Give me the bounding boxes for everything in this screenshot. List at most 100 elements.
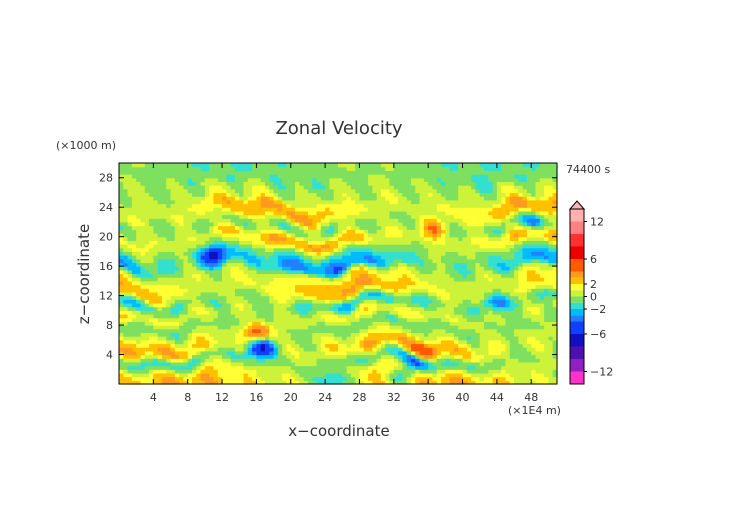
heatmap-cell: [372, 229, 378, 234]
heatmap-cell: [234, 277, 240, 282]
heatmap-cell: [350, 174, 356, 179]
heatmap-cell: [286, 302, 292, 308]
heatmap-cell: [157, 306, 163, 311]
heatmap-cell: [265, 247, 270, 252]
heatmap-cell: [376, 277, 382, 282]
heatmap-cell: [299, 288, 305, 293]
heatmap-cell: [170, 192, 176, 197]
heatmap-cell: [376, 369, 382, 374]
heatmap-cell: [179, 325, 185, 330]
heatmap-cell: [398, 332, 404, 337]
heatmap-cell: [359, 317, 365, 322]
heatmap-cell: [346, 240, 352, 245]
heatmap-cell: [432, 350, 438, 356]
heatmap-cell: [196, 244, 202, 249]
heatmap-cell: [475, 365, 481, 370]
heatmap-cell: [453, 244, 459, 249]
heatmap-cell: [355, 177, 361, 183]
heatmap-cell: [174, 188, 180, 194]
heatmap-cell: [166, 163, 172, 168]
heatmap-cell: [441, 350, 446, 356]
heatmap-cell: [166, 207, 172, 212]
heatmap-cell: [187, 188, 193, 194]
heatmap-cell: [385, 372, 391, 378]
heatmap-cell: [273, 284, 279, 289]
heatmap-cell: [415, 266, 421, 271]
heatmap-cell: [119, 343, 124, 348]
heatmap-cell: [320, 174, 326, 179]
heatmap-cell: [234, 332, 240, 337]
heatmap-cell: [380, 325, 386, 330]
heatmap-cell: [376, 361, 382, 367]
heatmap-cell: [423, 221, 429, 227]
heatmap-cell: [346, 166, 352, 171]
heatmap-cell: [226, 266, 232, 271]
heatmap-cell: [462, 336, 468, 341]
heatmap-cell: [462, 196, 468, 201]
heatmap-cell: [217, 240, 223, 245]
heatmap-cell: [222, 210, 227, 216]
heatmap-cell: [445, 336, 451, 341]
heatmap-cell: [144, 365, 150, 370]
heatmap-cell: [380, 221, 386, 227]
heatmap-cell: [179, 266, 185, 271]
heatmap-cell: [385, 361, 391, 367]
heatmap-cell: [174, 258, 180, 264]
heatmap-cell: [247, 380, 253, 385]
heatmap-cell: [411, 229, 416, 234]
heatmap-cell: [149, 225, 154, 230]
heatmap-cell: [471, 244, 477, 249]
heatmap-cell: [209, 240, 215, 245]
heatmap-cell: [179, 207, 185, 212]
heatmap-cell: [466, 174, 472, 179]
heatmap-cell: [144, 185, 150, 190]
heatmap-cell: [282, 221, 288, 227]
heatmap-cell: [423, 376, 429, 381]
heatmap-cell: [247, 192, 253, 197]
heatmap-cell: [445, 207, 451, 212]
heatmap-cell: [393, 210, 399, 216]
heatmap-cell: [144, 306, 150, 311]
heatmap-cell: [295, 295, 300, 300]
heatmap-cell: [333, 314, 339, 319]
heatmap-cell: [187, 328, 193, 334]
heatmap-cell: [338, 350, 343, 356]
heatmap-cell: [277, 354, 283, 359]
heatmap-cell: [466, 247, 472, 252]
heatmap-cell: [320, 365, 326, 370]
heatmap-cell: [441, 210, 446, 216]
heatmap-cell: [140, 229, 146, 234]
heatmap-cell: [161, 181, 167, 186]
heatmap-cell: [432, 203, 438, 208]
heatmap-cell: [286, 380, 292, 385]
heatmap-cell: [453, 236, 459, 241]
heatmap-cell: [187, 236, 193, 241]
heatmap-cell: [217, 343, 223, 348]
heatmap-cell: [338, 258, 343, 264]
heatmap-cell: [260, 266, 266, 271]
heatmap-cell: [140, 328, 146, 334]
heatmap-cell: [157, 273, 163, 278]
heatmap-cell: [333, 354, 339, 359]
heatmap-cell: [174, 365, 180, 370]
heatmap-cell: [295, 262, 300, 267]
heatmap-cell: [222, 365, 227, 370]
heatmap-cell: [436, 291, 442, 297]
heatmap-cell: [359, 192, 365, 197]
heatmap-cell: [149, 343, 154, 348]
heatmap-cell: [415, 328, 421, 334]
heatmap-cell: [359, 269, 365, 275]
heatmap-cell: [355, 232, 361, 238]
heatmap-cell: [226, 203, 232, 208]
heatmap-cell: [149, 310, 154, 315]
heatmap-cell: [234, 299, 240, 304]
heatmap-cell: [252, 269, 258, 275]
heatmap-cell: [226, 302, 232, 308]
heatmap-cell: [458, 328, 464, 334]
heatmap-cell: [247, 280, 253, 286]
heatmap-cell: [226, 306, 232, 311]
heatmap-cell: [243, 369, 249, 374]
heatmap-cell: [226, 214, 232, 219]
heatmap-cell: [290, 350, 296, 356]
heatmap-cell: [350, 277, 356, 282]
